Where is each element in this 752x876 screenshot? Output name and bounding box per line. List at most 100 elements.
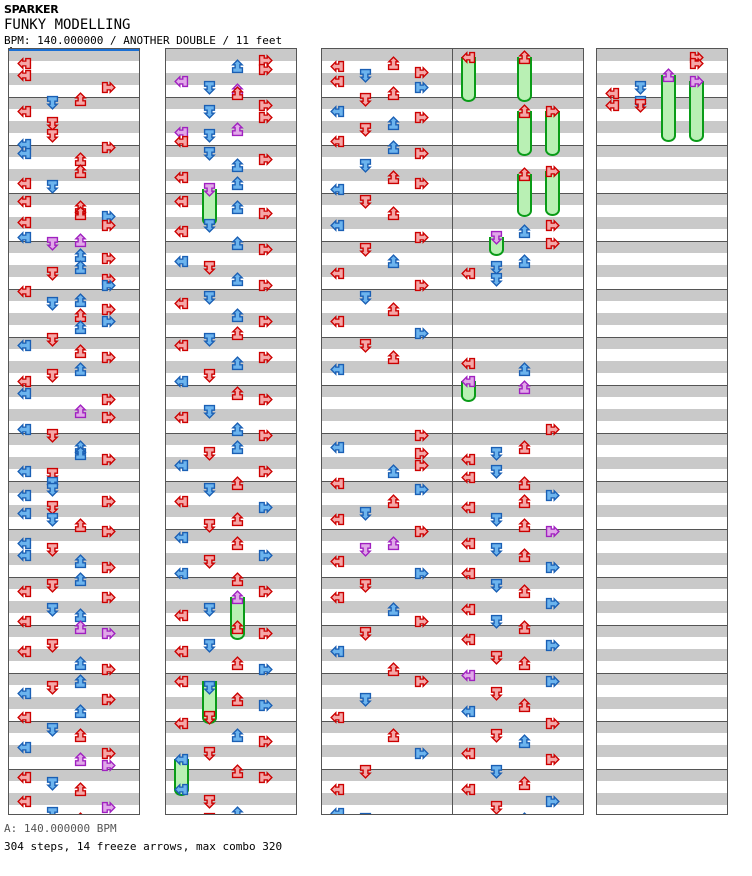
note-arrow[interactable] (201, 637, 218, 654)
note-arrow[interactable] (72, 292, 89, 309)
note-arrow[interactable] (201, 811, 218, 814)
freeze-arrow[interactable] (517, 111, 532, 157)
note-arrow[interactable] (357, 193, 374, 210)
note-arrow[interactable] (413, 457, 430, 474)
note-arrow[interactable] (257, 109, 274, 126)
note-arrow[interactable] (229, 199, 246, 216)
note-arrow[interactable] (16, 613, 33, 630)
note-arrow[interactable] (257, 241, 274, 258)
note-arrow[interactable] (16, 283, 33, 300)
note-arrow[interactable] (357, 91, 374, 108)
note-arrow[interactable] (16, 535, 33, 552)
note-arrow[interactable] (173, 373, 190, 390)
note-arrow[interactable] (72, 553, 89, 570)
note-arrow[interactable] (201, 145, 218, 162)
note-arrow[interactable] (544, 103, 561, 120)
note-arrow[interactable] (257, 547, 274, 564)
note-arrow[interactable] (229, 421, 246, 438)
note-arrow[interactable] (413, 523, 430, 540)
note-arrow[interactable] (460, 373, 477, 390)
note-arrow[interactable] (201, 481, 218, 498)
note-arrow[interactable] (488, 799, 505, 814)
note-arrow[interactable] (173, 643, 190, 660)
note-arrow[interactable] (100, 217, 117, 234)
note-arrow[interactable] (16, 421, 33, 438)
note-arrow[interactable] (229, 175, 246, 192)
note-arrow[interactable] (329, 181, 346, 198)
note-arrow[interactable] (329, 58, 346, 75)
note-arrow[interactable] (72, 517, 89, 534)
note-arrow[interactable] (100, 301, 117, 318)
note-arrow[interactable] (229, 325, 246, 342)
note-arrow[interactable] (72, 781, 89, 798)
note-arrow[interactable] (16, 373, 33, 390)
note-arrow[interactable] (516, 775, 533, 792)
note-arrow[interactable] (544, 523, 561, 540)
note-arrow[interactable] (632, 97, 649, 114)
note-arrow[interactable] (357, 67, 374, 84)
note-arrow[interactable] (100, 661, 117, 678)
note-arrow[interactable] (460, 703, 477, 720)
note-arrow[interactable] (44, 178, 61, 195)
note-arrow[interactable] (201, 127, 218, 144)
note-arrow[interactable] (229, 805, 246, 814)
note-arrow[interactable] (100, 451, 117, 468)
note-arrow[interactable] (16, 136, 33, 153)
note-arrow[interactable] (357, 691, 374, 708)
note-arrow[interactable] (44, 94, 61, 111)
note-arrow[interactable] (329, 709, 346, 726)
note-arrow[interactable] (460, 631, 477, 648)
note-arrow[interactable] (72, 205, 89, 222)
note-arrow[interactable] (460, 781, 477, 798)
note-arrow[interactable] (229, 571, 246, 588)
note-arrow[interactable] (329, 781, 346, 798)
note-arrow[interactable] (257, 661, 274, 678)
note-arrow[interactable] (460, 355, 477, 372)
note-arrow[interactable] (385, 253, 402, 270)
note-arrow[interactable] (201, 103, 218, 120)
note-arrow[interactable] (257, 277, 274, 294)
note-arrow[interactable] (16, 709, 33, 726)
note-arrow[interactable] (16, 385, 33, 402)
note-arrow[interactable] (688, 55, 705, 72)
note-arrow[interactable] (44, 331, 61, 348)
note-arrow[interactable] (173, 124, 190, 141)
note-arrow[interactable] (44, 601, 61, 618)
note-arrow[interactable] (516, 439, 533, 456)
note-arrow[interactable] (413, 64, 430, 81)
note-arrow[interactable] (100, 277, 117, 294)
note-arrow[interactable] (413, 745, 430, 762)
note-arrow[interactable] (173, 253, 190, 270)
note-arrow[interactable] (72, 703, 89, 720)
note-arrow[interactable] (229, 121, 246, 138)
note-arrow[interactable] (488, 541, 505, 558)
note-arrow[interactable] (72, 751, 89, 768)
note-arrow[interactable] (44, 577, 61, 594)
note-arrow[interactable] (257, 391, 274, 408)
note-arrow[interactable] (488, 577, 505, 594)
note-arrow[interactable] (632, 79, 649, 96)
note-arrow[interactable] (257, 499, 274, 516)
note-arrow[interactable] (44, 127, 61, 144)
note-arrow[interactable] (660, 67, 677, 84)
note-arrow[interactable] (488, 511, 505, 528)
note-arrow[interactable] (488, 445, 505, 462)
note-arrow[interactable] (329, 133, 346, 150)
note-arrow[interactable] (173, 193, 190, 210)
note-arrow[interactable] (488, 463, 505, 480)
note-arrow[interactable] (257, 583, 274, 600)
note-arrow[interactable] (72, 232, 89, 249)
note-arrow[interactable] (229, 235, 246, 252)
note-arrow[interactable] (329, 805, 346, 814)
note-arrow[interactable] (357, 811, 374, 814)
note-arrow[interactable] (44, 367, 61, 384)
note-arrow[interactable] (229, 385, 246, 402)
note-arrow[interactable] (385, 85, 402, 102)
note-arrow[interactable] (385, 601, 402, 618)
note-arrow[interactable] (16, 487, 33, 504)
note-arrow[interactable] (173, 457, 190, 474)
note-arrow[interactable] (516, 655, 533, 672)
note-arrow[interactable] (413, 673, 430, 690)
note-arrow[interactable] (16, 643, 33, 660)
note-arrow[interactable] (44, 775, 61, 792)
